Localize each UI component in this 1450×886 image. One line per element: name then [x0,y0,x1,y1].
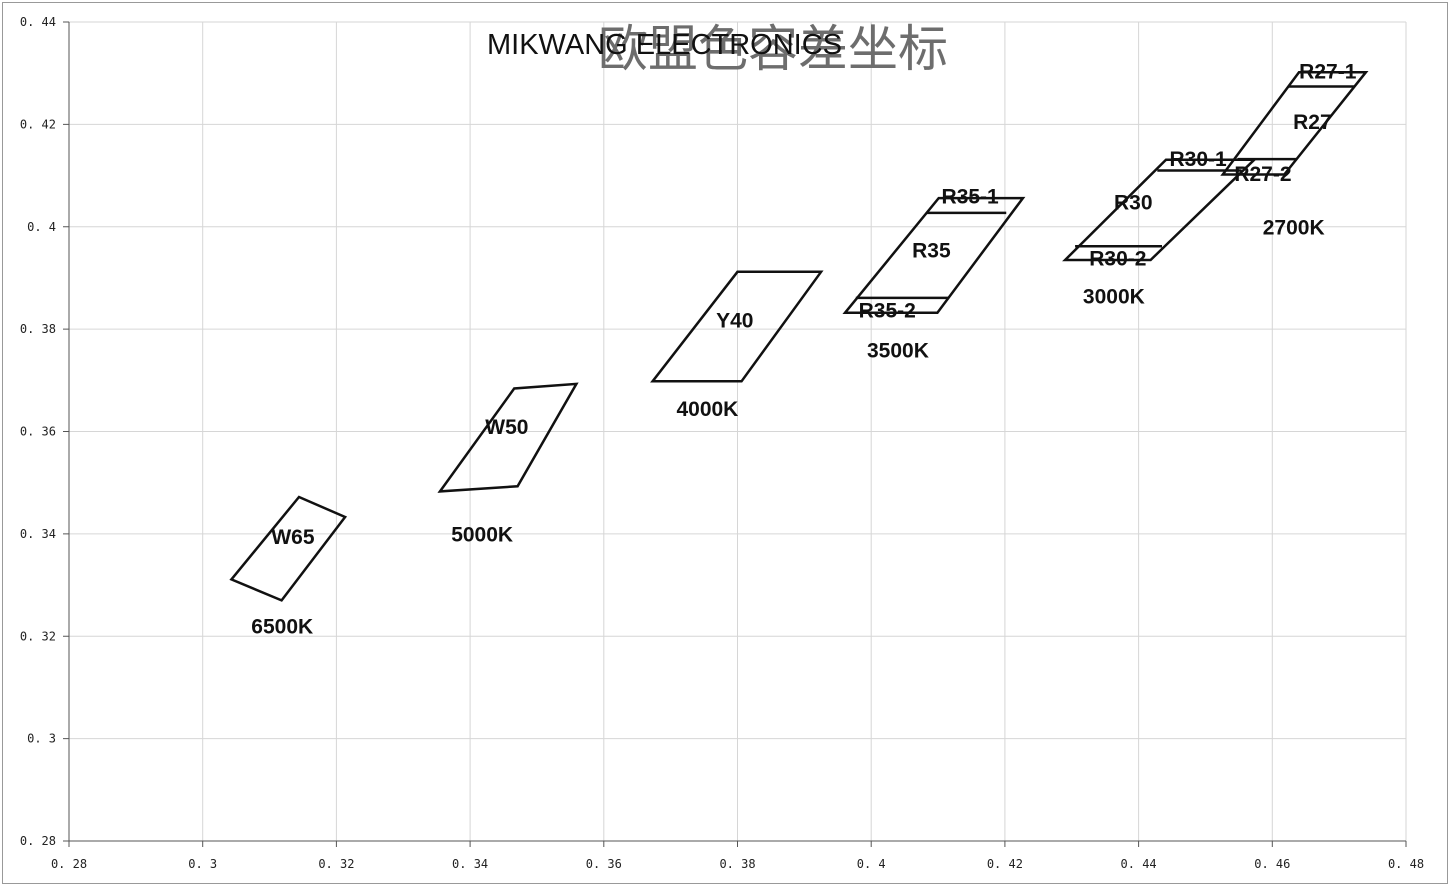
region-label-w50: W50 [485,416,528,439]
sub-bin-label-r35-2: R35-2 [859,299,916,322]
cct-label: 4000K [676,398,738,421]
x-tick-label: 0. 46 [1254,857,1290,871]
sub-bin-label-r30-2: R30-2 [1089,248,1146,271]
region-r35 [842,196,1026,314]
y-tick-label: 0. 36 [20,425,56,439]
x-tick-label: 0. 28 [51,857,87,871]
x-tick-label: 0. 36 [586,857,622,871]
region-r27 [1220,70,1369,176]
x-tick-label: 0. 42 [987,857,1023,871]
watermark-text: MIKWANG ELECTRONICS [487,29,843,61]
y-tick-label: 0. 44 [20,15,56,29]
y-tick-label: 0. 34 [20,527,56,541]
y-tick-label: 0. 28 [20,834,56,848]
cct-label: 6500K [251,616,313,639]
region-label-r35: R35 [912,239,951,262]
region-label-y40: Y40 [716,310,753,333]
region-y40 [650,270,824,383]
x-tick-label: 0. 32 [318,857,354,871]
region-label-r27: R27 [1293,111,1332,134]
cct-label: 3000K [1083,286,1145,309]
x-tick-label: 0. 4 [857,857,886,871]
y-tick-label: 0. 4 [27,220,56,234]
y-tick-label: 0. 42 [20,117,56,131]
x-tick-label: 0. 3 [188,857,217,871]
cct-label: 2700K [1263,216,1325,239]
region-w50 [437,382,579,493]
y-tick-label: 0. 32 [20,629,56,643]
x-tick-label: 0. 34 [452,857,488,871]
y-tick-label: 0. 3 [27,732,56,746]
x-tick-label: 0. 38 [719,857,755,871]
y-tick-label: 0. 38 [20,322,56,336]
sub-bin-label-r27-1: R27-1 [1299,60,1357,83]
sub-bin-label-r27-2: R27-2 [1234,163,1291,186]
sub-bin-label-r30-1: R30-1 [1169,148,1227,171]
chart-title: 欧盟色容差坐标 [598,20,948,78]
sub-bin-label-r35-1: R35-1 [942,186,1000,209]
x-tick-label: 0. 44 [1121,857,1157,871]
region-label-w65: W65 [271,526,315,549]
region-w65 [229,495,348,602]
x-tick-label: 0. 48 [1388,857,1424,871]
region-label-r30: R30 [1114,191,1153,214]
cct-label: 3500K [867,339,929,362]
cct-label: 5000K [451,524,513,547]
